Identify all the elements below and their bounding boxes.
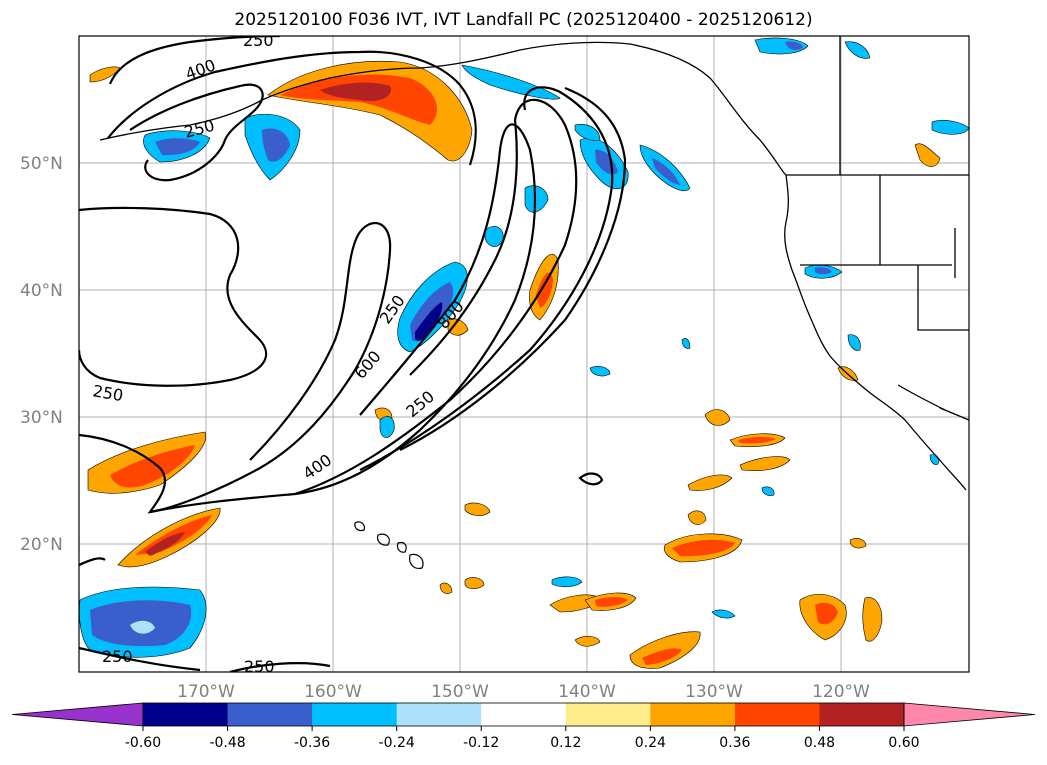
lon-label: 170°W <box>177 682 235 702</box>
colorbar-segment <box>396 703 482 726</box>
colorbar-segment <box>312 703 398 726</box>
colorbar-arrow-low <box>11 702 144 727</box>
colorbar-tick-label: -0.12 <box>463 735 499 751</box>
map-title: 2025120100 F036 IVT, IVT Landfall PC (20… <box>234 10 813 30</box>
lon-label: 130°W <box>685 682 743 702</box>
colorbar-segment <box>227 703 313 726</box>
colorbar-outline <box>142 702 905 727</box>
colorbar-tick-label: -0.48 <box>209 735 245 751</box>
contour-label: 250 <box>243 31 274 50</box>
coastlines <box>99 36 969 491</box>
colorbar-tick-label: -0.36 <box>294 735 330 751</box>
ivt-contours <box>79 36 627 672</box>
latitude-labels: 50°N 40°N 30°N 20°N <box>20 154 63 555</box>
contour-label: 250 <box>102 647 133 666</box>
lat-label: 50°N <box>20 154 63 174</box>
lon-label: 160°W <box>304 682 362 702</box>
colorbar-segment <box>650 703 736 726</box>
lon-label: 140°W <box>558 682 616 702</box>
longitude-labels: 170°W 160°W 150°W 140°W 130°W 120°W <box>177 682 870 702</box>
lat-label: 30°N <box>20 408 63 428</box>
colorbar-tick-label: -0.24 <box>379 735 415 751</box>
lat-label: 20°N <box>20 535 63 555</box>
colorbar-segment <box>734 703 820 726</box>
colorbar-tick-label: 0.36 <box>719 735 750 751</box>
colorbar-segment <box>481 703 567 726</box>
colorbar-tick-label: 0.48 <box>804 735 835 751</box>
lon-label: 150°W <box>431 682 489 702</box>
colorbar-segment <box>565 703 651 726</box>
negative-anomaly-shading <box>79 37 969 658</box>
colorbar-arrow-high <box>903 702 1036 727</box>
positive-anomaly-shading <box>87 61 941 669</box>
colorbar-tick-label: 0.60 <box>888 735 919 751</box>
colorbar-segment <box>143 703 229 726</box>
contour-label: 250 <box>244 657 275 676</box>
colorbar-tick-label: 0.12 <box>550 735 581 751</box>
colorbar: -0.60 -0.48 -0.36 -0.24 -0.12 0.12 0.24 0.36 0.4… <box>11 702 1036 751</box>
colorbar-tick-label: -0.60 <box>125 735 161 751</box>
gridlines <box>79 36 969 672</box>
lon-label: 120°W <box>812 682 870 702</box>
map-frame <box>78 35 970 673</box>
colorbar-tick-label: 0.24 <box>635 735 666 751</box>
colorbar-segment <box>819 703 905 726</box>
lat-label: 40°N <box>20 281 63 301</box>
hawaii-islands <box>354 521 424 569</box>
